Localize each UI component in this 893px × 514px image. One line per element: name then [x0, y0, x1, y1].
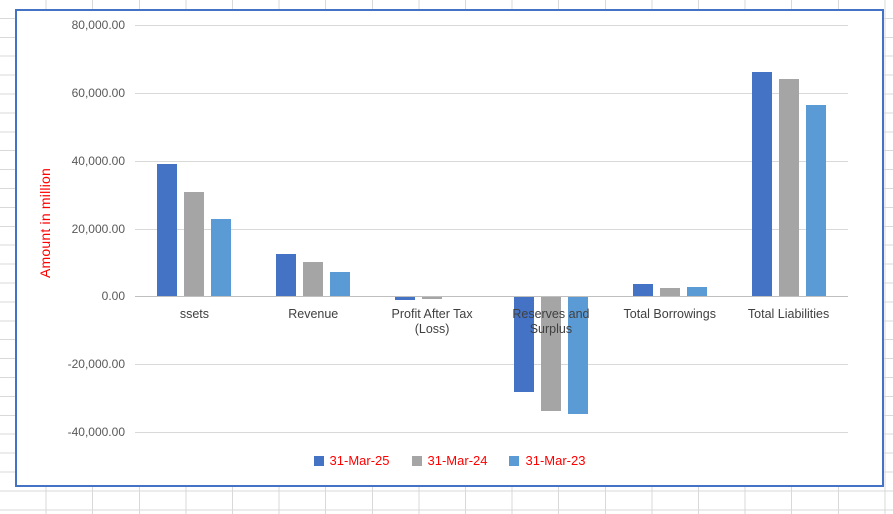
- x-axis-category-label: Reserves and Surplus: [512, 307, 590, 337]
- bar-31-Mar-24-ssets[interactable]: [184, 192, 205, 297]
- bar-31-Mar-25-ssets[interactable]: [157, 164, 178, 297]
- bar-31-Mar-23-ssets[interactable]: [211, 218, 232, 297]
- bar-31-Mar-25-profit-after-tax-loss-[interactable]: [395, 297, 416, 301]
- x-axis-category-label: Revenue: [288, 307, 339, 322]
- bar-31-Mar-23-total-liabilities[interactable]: [805, 104, 826, 297]
- legend-color-swatch-icon: [411, 455, 422, 466]
- y-axis-tick-label: 80,000.00: [71, 18, 125, 32]
- bar-31-Mar-25-reserves-and-surplus[interactable]: [513, 297, 534, 393]
- legend-label: 31-Mar-24: [427, 453, 488, 468]
- bar-31-Mar-25-revenue[interactable]: [276, 253, 297, 297]
- x-axis-category-label: Profit After Tax (Loss): [391, 307, 473, 337]
- legend-item-31-Mar-24[interactable]: 31-Mar-24: [411, 453, 488, 468]
- y-axis-title: Amount in million: [37, 168, 53, 278]
- horizontal-gridline: [135, 228, 848, 230]
- y-axis-tick-label: 20,000.00: [71, 221, 125, 236]
- y-axis-tick-label: 40,000.00: [71, 153, 125, 168]
- legend-color-swatch-icon: [509, 455, 520, 466]
- legend-label: 31-Mar-23: [525, 453, 586, 468]
- bar-31-Mar-25-total-borrowings[interactable]: [632, 284, 653, 297]
- legend-item-31-Mar-25[interactable]: 31-Mar-25: [313, 453, 390, 468]
- y-axis-tick-label: 60,000.00: [71, 85, 125, 100]
- horizontal-gridline: [135, 160, 848, 162]
- horizontal-gridline: [135, 432, 848, 433]
- x-axis-category-label: Total Liabilities: [747, 307, 830, 322]
- bar-31-Mar-24-revenue[interactable]: [303, 262, 324, 297]
- x-axis-category-label: Total Borrowings: [623, 307, 716, 322]
- bar-31-Mar-23-total-borrowings[interactable]: [686, 286, 707, 297]
- bar-31-Mar-24-reserves-and-surplus[interactable]: [540, 297, 561, 412]
- legend-color-swatch-icon: [313, 455, 324, 466]
- x-axis-zero-line: [135, 296, 848, 298]
- bar-31-Mar-23-reserves-and-surplus[interactable]: [567, 297, 588, 414]
- bar-31-Mar-25-total-liabilities[interactable]: [751, 72, 772, 297]
- chart-legend: 31-Mar-25 31-Mar-24 31-Mar-23: [17, 454, 882, 467]
- x-axis-category-label: ssets: [179, 307, 209, 322]
- excel-bar-chart[interactable]: 80,000.00 60,000.00 40,000.00 20,000.00 0.00…: [15, 9, 884, 487]
- legend-label: 31-Mar-25: [329, 453, 390, 468]
- horizontal-gridline: [135, 92, 848, 94]
- horizontal-gridline: [135, 364, 848, 366]
- bar-31-Mar-24-total-borrowings[interactable]: [659, 287, 680, 297]
- bar-31-Mar-24-total-liabilities[interactable]: [778, 79, 799, 297]
- legend-item-31-Mar-23[interactable]: 31-Mar-23: [509, 454, 585, 467]
- y-axis-tick-label: 0.00: [101, 289, 125, 304]
- bar-31-Mar-23-revenue[interactable]: [330, 271, 351, 297]
- y-axis-tick-label: -20,000.00: [67, 357, 125, 372]
- y-axis-tick-label: -40,000.00: [67, 425, 125, 439]
- horizontal-gridline: [135, 25, 848, 26]
- bar-31-Mar-24-profit-after-tax-loss-[interactable]: [422, 297, 443, 300]
